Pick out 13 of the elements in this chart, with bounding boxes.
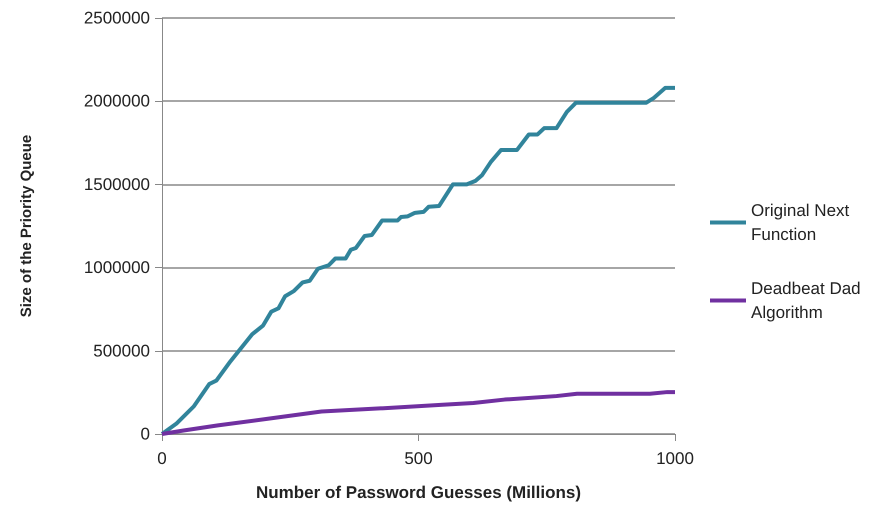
x-tick-label: 1000 (656, 449, 694, 468)
legend-label: Deadbeat Dad Algorithm (751, 279, 866, 322)
y-tick-label: 0 (140, 424, 150, 444)
y-tick-label: 1000000 (84, 258, 150, 278)
y-tick-label: 500000 (93, 341, 150, 360)
y-tick-label: 2000000 (84, 92, 150, 111)
x-tick-label: 0 (157, 449, 167, 468)
y-tick-label: 1500000 (84, 174, 150, 194)
x-axis-title: Number of Password Guesses (Millions) (256, 483, 581, 502)
x-tick-label: 500 (404, 449, 433, 468)
y-axis-title: Size of the Priority Queue (18, 134, 35, 318)
legend-label: Original Next Function (751, 201, 854, 244)
y-tick-label: 2500000 (84, 8, 150, 28)
